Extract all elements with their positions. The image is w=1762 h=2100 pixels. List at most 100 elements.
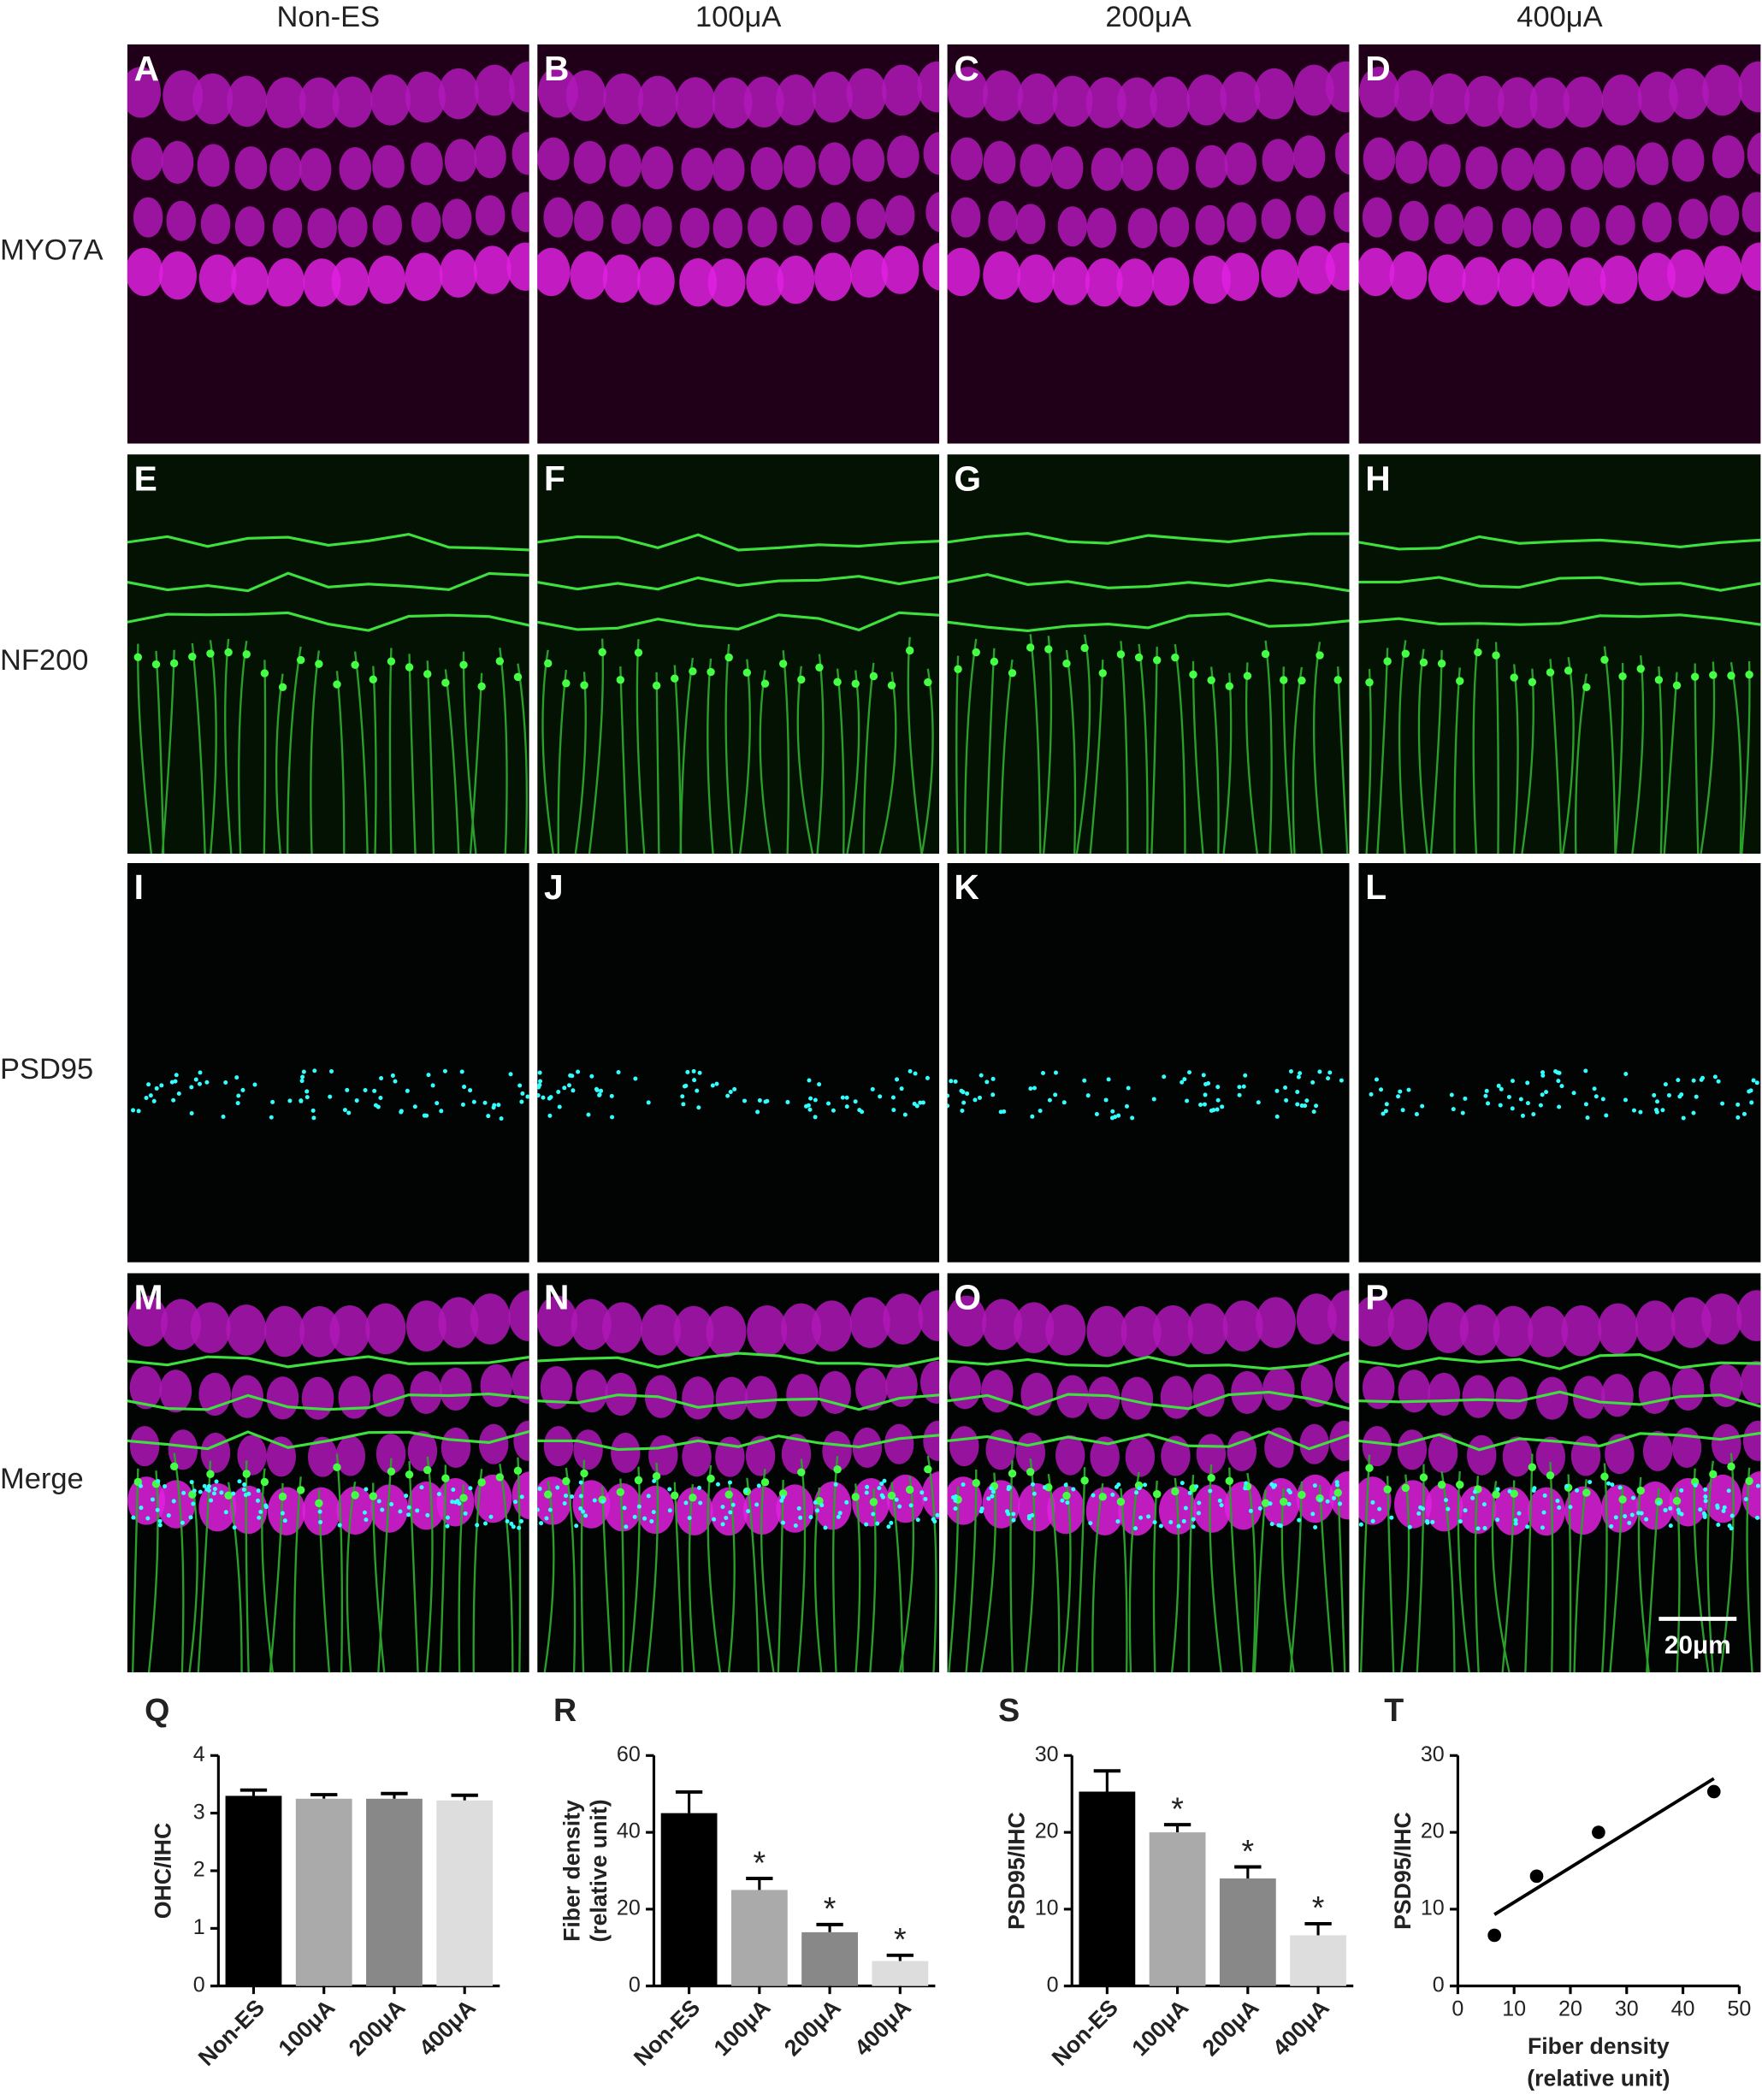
fiber [1376, 648, 1389, 855]
cell [675, 1487, 713, 1535]
cell [197, 144, 230, 187]
puncta [1473, 1489, 1478, 1494]
puncta [870, 1086, 875, 1091]
puncta [151, 1098, 157, 1103]
x-tick-label: 200μA [1197, 1995, 1264, 2062]
bouton [924, 677, 932, 687]
puncta [1283, 1085, 1288, 1091]
puncta [871, 1511, 876, 1517]
puncta [953, 1494, 958, 1499]
cell [1670, 1297, 1712, 1348]
fiber [707, 1464, 722, 1673]
cell [1463, 206, 1493, 247]
puncta [209, 1498, 214, 1503]
cell [229, 1485, 268, 1535]
bouton [1672, 1496, 1682, 1505]
puncta [1585, 1115, 1590, 1121]
cell [1362, 1366, 1395, 1410]
puncta [1243, 1486, 1248, 1491]
panel-letter: R [553, 1692, 576, 1728]
puncta [1244, 1481, 1249, 1486]
cell [1465, 146, 1498, 190]
puncta [425, 1512, 430, 1517]
puncta [1384, 1102, 1389, 1107]
cell [1358, 1295, 1394, 1347]
puncta [680, 1094, 685, 1099]
micrograph [947, 862, 1350, 1263]
puncta [148, 1093, 153, 1098]
panel-letter: S [998, 1692, 1020, 1728]
micrograph [127, 44, 529, 444]
puncta [1666, 1092, 1671, 1097]
fiber [1358, 613, 1761, 626]
cell [1293, 64, 1334, 116]
bouton [778, 1489, 788, 1498]
puncta [198, 1070, 203, 1075]
bouton [1546, 668, 1555, 677]
puncta [570, 1494, 575, 1500]
fiber [1746, 1467, 1753, 1673]
bouton [387, 1467, 396, 1476]
cell [543, 1426, 574, 1467]
cell [949, 1426, 979, 1467]
fiber [1494, 642, 1499, 855]
fiber [517, 663, 529, 855]
bouton [1510, 673, 1518, 682]
puncta [1310, 1080, 1316, 1085]
fiber [1170, 1477, 1180, 1673]
puncta [1208, 1488, 1213, 1494]
puncta [1540, 1073, 1546, 1078]
puncta [1286, 1501, 1292, 1506]
fiber [619, 666, 629, 855]
bouton [1098, 1493, 1107, 1501]
micrograph [537, 1273, 940, 1673]
row-label: Merge [0, 1463, 84, 1495]
puncta [571, 1088, 576, 1093]
puncta [189, 1085, 194, 1090]
row-label: PSD95 [0, 1053, 93, 1085]
puncta [1065, 1500, 1070, 1505]
cell [988, 200, 1018, 241]
cell [1050, 146, 1084, 190]
puncta [257, 1515, 262, 1520]
bouton [1153, 1489, 1162, 1499]
puncta [537, 1085, 541, 1090]
puncta [537, 1507, 540, 1512]
bouton [278, 683, 287, 692]
cell [746, 257, 784, 306]
cell [299, 148, 332, 192]
cell [339, 146, 372, 191]
fiber [1138, 643, 1149, 855]
puncta [1663, 1507, 1668, 1512]
cell [1709, 195, 1740, 236]
puncta [1483, 1093, 1488, 1098]
cell [1015, 204, 1046, 245]
puncta [471, 1099, 476, 1104]
fiber [353, 651, 369, 855]
puncta [517, 1083, 523, 1088]
fiber [557, 670, 568, 855]
puncta [725, 1093, 730, 1098]
puncta [1592, 1086, 1597, 1091]
puncta [1623, 1097, 1628, 1103]
panel-letter: O [954, 1277, 981, 1316]
puncta [1655, 1099, 1660, 1104]
fiber [1386, 1476, 1395, 1673]
y-axis-label: PSD95/IHC [1004, 1812, 1030, 1930]
bouton [315, 1499, 323, 1508]
fiber [1065, 649, 1077, 855]
cell [923, 1420, 940, 1461]
micrograph [127, 1273, 529, 1673]
puncta [378, 1096, 383, 1101]
cell [1017, 254, 1055, 303]
significance-mark: * [894, 1921, 907, 1957]
puncta [1370, 1518, 1375, 1523]
cell [411, 202, 441, 243]
puncta [1679, 1488, 1684, 1493]
puncta [1513, 1521, 1518, 1526]
puncta [346, 1110, 352, 1115]
puncta [157, 1523, 163, 1528]
fiber [1398, 640, 1407, 855]
puncta [765, 1098, 770, 1103]
cell [1187, 1303, 1228, 1355]
